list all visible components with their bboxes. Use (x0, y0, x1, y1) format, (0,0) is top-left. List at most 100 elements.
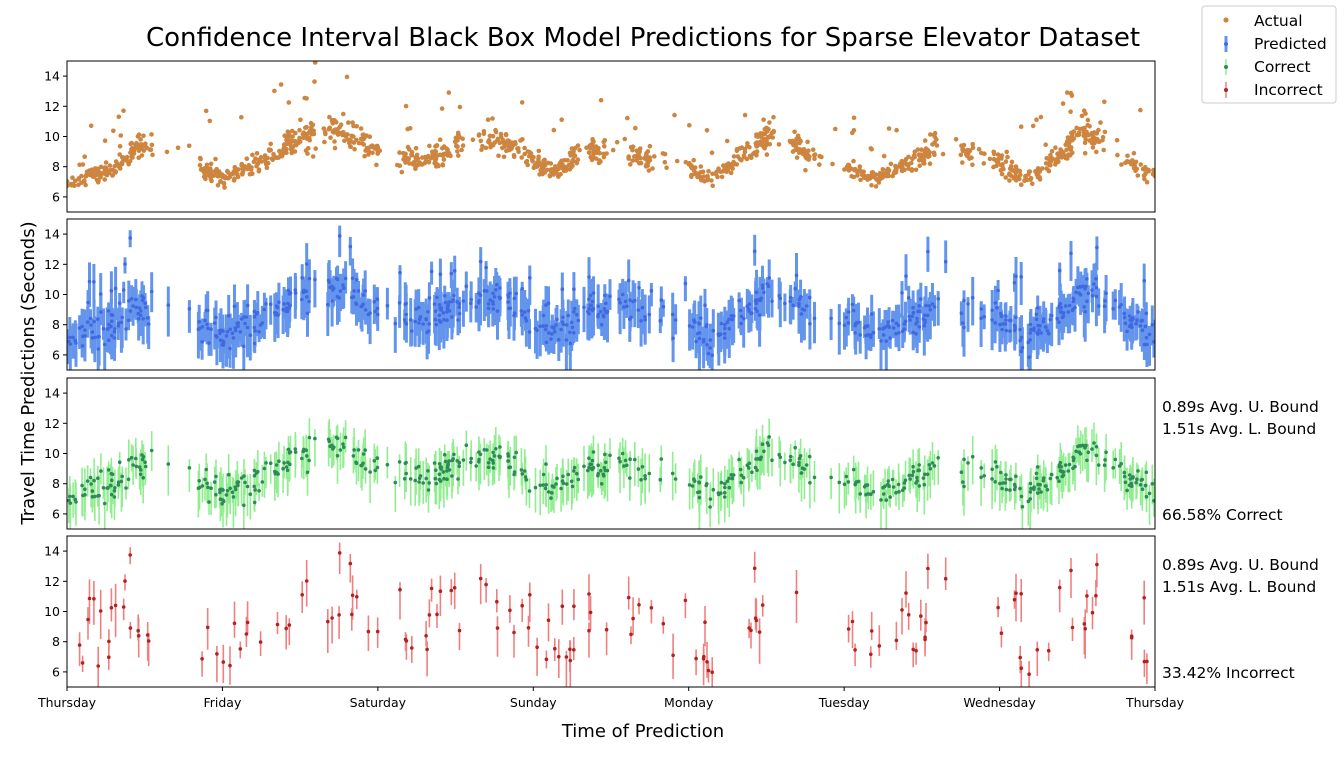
predicted-point (438, 306, 443, 311)
predicted-point (1085, 299, 1089, 304)
predicted-point (230, 331, 235, 336)
actual-point (881, 153, 887, 159)
x-tick-label: Friday (203, 695, 241, 710)
actual-point (730, 162, 736, 167)
actual-point (333, 119, 338, 124)
predicted-point (766, 284, 771, 289)
incorrect-point (629, 632, 633, 637)
incorrect-point (146, 639, 151, 643)
actual-point (141, 133, 146, 139)
correct-point (541, 472, 546, 477)
correct-point (1078, 452, 1083, 456)
predicted-point (586, 309, 590, 314)
actual-point (459, 147, 464, 153)
actual-point (136, 155, 141, 160)
predicted-point (457, 301, 462, 306)
actual-point (310, 154, 316, 159)
correct-point (1094, 453, 1099, 458)
incorrect-point (221, 660, 226, 664)
actual-point (1003, 175, 1008, 180)
correct-point (1152, 499, 1155, 503)
actual-point (796, 136, 802, 142)
actual-point (706, 169, 711, 174)
actual-point (240, 166, 245, 172)
predicted-point (703, 303, 707, 308)
x-tick-label: Tuesday (818, 695, 870, 710)
correct-point (477, 457, 481, 462)
correct-point (433, 476, 438, 481)
correct-point (862, 485, 867, 489)
predicted-point (1012, 280, 1017, 285)
correct-point (96, 494, 100, 498)
predicted-point (979, 316, 983, 321)
actual-point (441, 144, 447, 149)
actual-point (1100, 134, 1106, 140)
predicted-point (993, 301, 998, 305)
predicted-point (437, 318, 442, 323)
actual-point (290, 145, 295, 150)
predicted-point (242, 344, 246, 349)
actual-point (478, 138, 484, 144)
predicted-point (982, 315, 986, 319)
actual-point (742, 112, 748, 118)
correct-point (452, 452, 456, 457)
actual-point (1022, 178, 1027, 184)
actual-point (756, 141, 761, 146)
predicted-point (268, 302, 273, 307)
correct-point (277, 459, 281, 464)
predicted-point (1129, 318, 1134, 323)
correct-point (897, 490, 901, 494)
predicted-point (927, 304, 932, 308)
predicted-point (896, 323, 901, 328)
predicted-point (647, 312, 652, 317)
correct-point (572, 465, 577, 470)
predicted-point (1090, 293, 1095, 298)
actual-point (683, 159, 689, 165)
y-tick-label: 12 (44, 416, 60, 431)
predicted-point (355, 278, 359, 282)
predicted-point (143, 305, 148, 310)
correct-point (1029, 486, 1033, 491)
predicted-point (112, 330, 117, 334)
predicted-point (239, 317, 244, 321)
correct-point (437, 477, 442, 482)
predicted-point (140, 294, 144, 298)
actual-point (326, 126, 332, 132)
actual-point (575, 143, 581, 148)
predicted-point (705, 323, 709, 327)
incorrect-point (375, 629, 380, 634)
predicted-point (568, 330, 572, 335)
actual-point (479, 147, 484, 152)
actual-point (103, 160, 109, 165)
predicted-point (959, 311, 964, 316)
predicted-point (221, 339, 225, 343)
correct-point (203, 477, 207, 482)
predicted-point (1007, 318, 1012, 323)
incorrect-point (546, 618, 551, 622)
actual-point (1085, 117, 1091, 123)
correct-point (798, 454, 803, 458)
correct-point (767, 435, 771, 439)
predicted-point (719, 321, 724, 326)
predicted-point (1058, 301, 1063, 306)
predicted-point (1018, 338, 1022, 343)
predicted-point (804, 304, 809, 308)
predicted-point (739, 314, 744, 319)
predicted-point (1138, 324, 1143, 328)
predicted-point (767, 276, 771, 280)
predicted-point (591, 291, 596, 295)
correct-point (1117, 464, 1122, 468)
predicted-point (568, 341, 573, 346)
actual-point (245, 166, 250, 172)
correct-point (1127, 483, 1132, 488)
predicted-point (588, 303, 592, 308)
predicted-point (109, 312, 114, 317)
predicted-point (514, 291, 518, 296)
correct-point (124, 486, 128, 490)
predicted-point (1041, 317, 1046, 321)
actual-point (286, 100, 292, 105)
predicted-point (1142, 342, 1147, 347)
actual-point (218, 179, 223, 184)
actual-point (67, 179, 70, 184)
